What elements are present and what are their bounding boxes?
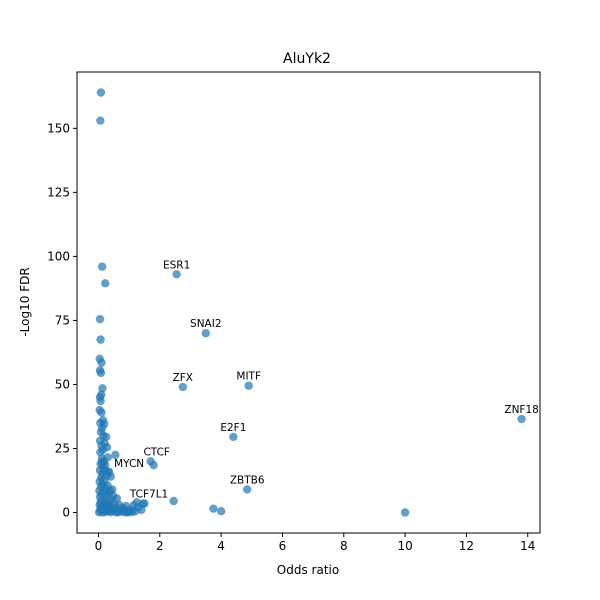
data-point bbox=[169, 496, 178, 506]
data-point bbox=[98, 384, 107, 393]
annotation-label: MITF bbox=[236, 371, 261, 383]
data-point bbox=[178, 382, 187, 392]
data-point bbox=[172, 270, 181, 279]
data-point bbox=[97, 262, 107, 271]
data-point bbox=[137, 505, 146, 515]
y-tick-label: 125 bbox=[47, 185, 70, 199]
annotation-label: MYCN bbox=[114, 458, 144, 470]
data-point bbox=[129, 501, 138, 510]
annotation-label: ZNF18 bbox=[504, 404, 538, 416]
y-axis-label: -Log10 FDR bbox=[18, 267, 32, 336]
y-tick-label: 75 bbox=[55, 313, 70, 327]
x-axis: 0 2 4 6 8 10 12 14 bbox=[95, 533, 535, 553]
data-point bbox=[400, 508, 410, 517]
annotation-label: ESR1 bbox=[163, 259, 190, 271]
y-tick-label: 25 bbox=[55, 441, 70, 455]
data-point bbox=[96, 88, 106, 97]
data-point bbox=[244, 381, 253, 390]
annotation-label: SNAI2 bbox=[190, 318, 221, 330]
data-point bbox=[115, 500, 124, 510]
data-point bbox=[517, 414, 526, 424]
data-point bbox=[96, 368, 106, 378]
data-point bbox=[216, 507, 226, 516]
data-point bbox=[102, 505, 112, 514]
chart-title: AluYk2 bbox=[283, 51, 331, 67]
data-point bbox=[101, 279, 110, 288]
y-axis: 0 25 50 75 100 125 150 bbox=[47, 121, 77, 520]
x-tick-label: 8 bbox=[340, 539, 348, 553]
data-point bbox=[97, 358, 106, 367]
annotation-label: TCF7L1 bbox=[129, 489, 168, 501]
data-point bbox=[96, 335, 105, 344]
data-point bbox=[112, 508, 122, 517]
data-point bbox=[104, 468, 114, 478]
data-point bbox=[96, 448, 105, 457]
x-tick-label: 2 bbox=[156, 539, 164, 553]
data-point bbox=[149, 460, 158, 470]
data-point bbox=[97, 408, 106, 417]
annotation-label: ZFX bbox=[173, 372, 193, 384]
data-point bbox=[97, 458, 107, 467]
points-layer bbox=[94, 88, 526, 517]
data-point bbox=[201, 329, 210, 338]
data-point bbox=[111, 450, 120, 460]
y-tick-label: 0 bbox=[62, 506, 70, 520]
x-tick-label: 10 bbox=[397, 539, 412, 553]
x-tick-label: 4 bbox=[217, 539, 225, 553]
y-tick-label: 50 bbox=[55, 377, 70, 391]
data-point bbox=[121, 501, 131, 511]
data-point bbox=[101, 432, 111, 442]
plot-area-frame bbox=[76, 71, 541, 534]
annotation-label: ZBTB6 bbox=[230, 474, 265, 486]
x-axis-label: Odds ratio bbox=[277, 563, 339, 577]
data-point bbox=[96, 116, 105, 125]
data-point bbox=[105, 486, 115, 495]
y-tick-label: 100 bbox=[47, 249, 70, 263]
x-tick-label: 14 bbox=[520, 539, 535, 553]
x-tick-label: 12 bbox=[459, 539, 474, 553]
annotation-label: E2F1 bbox=[220, 422, 246, 434]
x-tick-label: 6 bbox=[279, 539, 287, 553]
data-point bbox=[242, 485, 252, 494]
x-tick-label: 0 bbox=[95, 539, 103, 553]
data-point bbox=[95, 314, 105, 324]
annotation-label: CTCF bbox=[143, 446, 170, 458]
data-point bbox=[229, 432, 238, 442]
y-tick-label: 150 bbox=[47, 121, 70, 135]
data-point bbox=[96, 396, 105, 406]
data-point bbox=[138, 499, 148, 508]
data-point bbox=[209, 504, 218, 513]
